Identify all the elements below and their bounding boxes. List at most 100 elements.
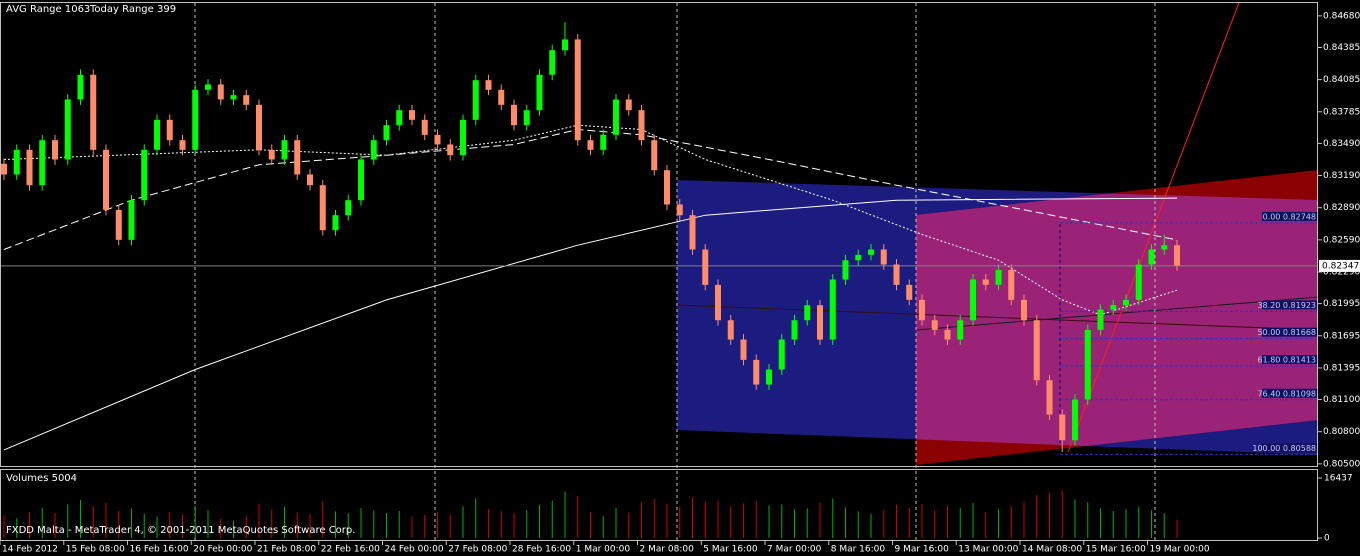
fib-label: 38.20 0.81923 [1257,301,1316,310]
candle-body [727,320,734,340]
x-tick-label: 15 Mar 16:00 [1086,545,1146,555]
candle-body [549,50,556,75]
candle-body [689,215,696,250]
candle-body [1072,399,1078,441]
candle-body [383,125,390,141]
candle-body [753,359,760,385]
candle-body [791,320,798,340]
fib-label: 100.00 0.80588 [1252,444,1316,453]
candle-body [562,39,568,51]
candle-body [1033,320,1040,381]
candle-body [574,39,581,141]
candle-body [766,369,772,385]
candle-body [103,149,109,210]
candle-body [523,110,530,126]
candle-body [1008,269,1015,300]
marks: 0.00 0.82748 38.20 0.81923 50.00 0.81668 61… [0,22,1318,538]
x-tick-label: 14 Feb 2012 [2,545,58,555]
footer: FXDD Malta - MetaTrader 4, © 2001-2011 M… [6,525,355,536]
candle-body [778,339,785,370]
candle-body [307,174,313,186]
candle-body [90,74,97,150]
volume-tick-label: 0 [1324,534,1330,544]
y-tick-label: 0.81695 [1323,331,1360,341]
candle-body [319,185,326,231]
candle-body [613,99,619,135]
candle-body [230,95,237,100]
fib-label: 76.40 0.81098 [1257,389,1316,398]
candle-body [536,74,543,111]
candle-body [370,140,377,160]
main-frame [0,2,1318,467]
candle-body [243,95,250,105]
y-tick-label: 0.84385 [1323,43,1360,53]
candle-body [664,170,670,205]
y-tick-label: 0.80500 [1323,459,1360,469]
fib-label: 61.80 0.81413 [1257,356,1316,365]
candle-body [638,110,645,141]
candle-body [498,89,505,105]
subtitle: Today Range 399 [89,4,176,15]
candle-body [1161,245,1168,250]
candle-body [77,74,84,100]
candle-body [421,119,428,135]
fib-label-bg [1262,388,1317,398]
candle-body [141,149,148,201]
candle-body [1021,299,1027,321]
candle-body [1,163,7,175]
candle-body [396,110,403,126]
x-tick-label: 13 Mar 00:00 [958,545,1018,555]
candle-body [447,144,454,156]
x-tick-label: 27 Feb 08:00 [448,545,507,555]
candle-body [702,249,709,285]
candle-body [893,264,900,285]
candle-body [179,140,186,150]
candle-body [166,119,173,141]
candle-body [855,254,862,261]
x-tick-label: 19 Mar 00:00 [1150,545,1210,555]
candle-body [217,84,224,100]
candle-body [1135,264,1142,300]
candle-body [829,279,836,340]
candle-body [982,279,989,285]
x-tick-label: 24 Feb 00:00 [385,545,444,555]
trend-line [915,296,1318,331]
candle-body [358,159,364,201]
fib-label: 50.00 0.81668 [1257,328,1316,337]
x-tick-label: 7 Mar 00:00 [767,545,822,555]
candle-body [1084,329,1091,400]
x-tick-label: 14 Mar 08:00 [1022,545,1082,555]
candle-body [128,200,135,240]
candle-body [485,80,492,90]
volume-frame [0,469,1318,541]
x-tick-label: 21 Feb 08:00 [257,545,316,555]
y-tick-label: 0.83190 [1323,171,1360,181]
candle-body [409,110,415,120]
x-tick-label: 2 Mar 08:00 [640,545,695,555]
fib-label: 0.00 0.82748 [1263,212,1316,221]
candle-body [587,140,594,150]
candle-body [256,104,262,150]
candle-body [995,269,1002,285]
x-tick-label: 22 Feb 16:00 [321,545,380,555]
y-tick-label: 0.82890 [1323,203,1360,213]
x-tick-label: 15 Feb 08:00 [66,545,125,555]
candle-body [1059,414,1066,441]
candle-body [192,89,199,150]
candle-body [944,329,951,340]
y-tick-label: 0.84085 [1323,75,1360,85]
candle-body [1123,299,1129,306]
y-tick-label: 0.81395 [1323,363,1360,373]
x-tick-label: 16 Feb 16:00 [130,545,189,555]
candle-body [676,204,683,216]
candle-body [715,284,721,321]
current-price-label: 0.82347 [1322,261,1359,271]
candle-body [281,140,288,160]
x-tick-label: 8 Mar 16:00 [831,545,886,555]
candle-body [268,149,275,160]
fib-label-bg [1262,327,1317,337]
y-tick-label: 0.83490 [1323,139,1360,149]
fib-label-bg [1262,300,1317,310]
candle-body [919,299,925,321]
